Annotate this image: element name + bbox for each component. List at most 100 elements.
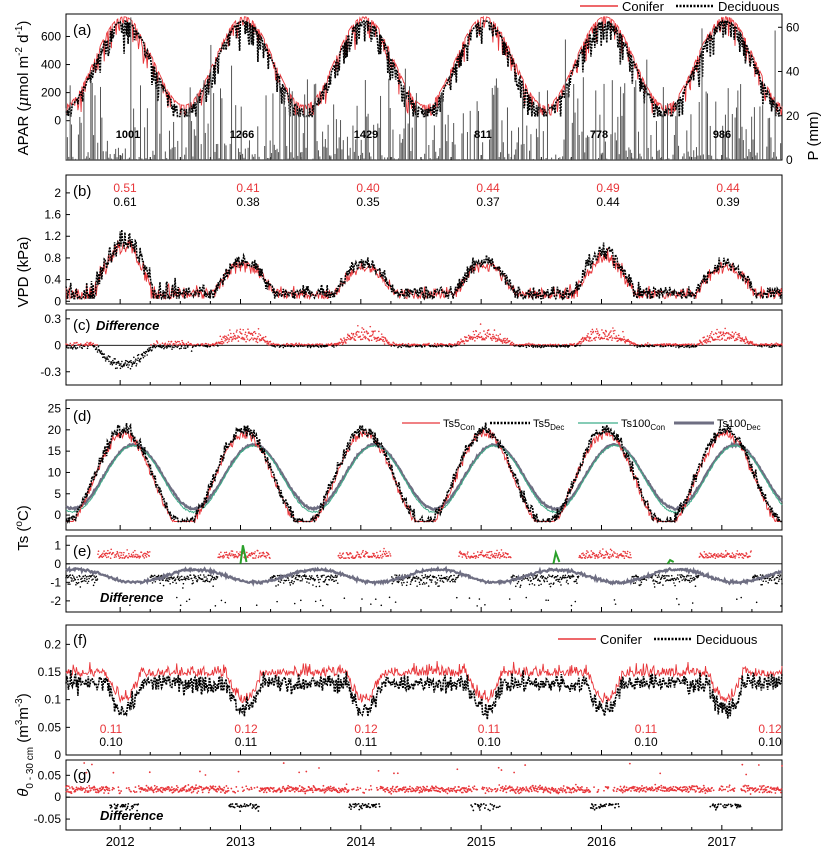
sm-diff-point — [621, 791, 624, 794]
ts-diff-point — [403, 581, 405, 584]
vpd-diff-point — [718, 331, 720, 333]
sm-diff-point — [722, 788, 725, 791]
ts-diff-point — [481, 550, 483, 552]
ts-diff-point — [291, 579, 293, 582]
sm-diff-point — [576, 789, 578, 792]
ts-diff-point — [96, 578, 99, 580]
ts-diff-point — [126, 549, 128, 551]
ts-diff-point — [485, 553, 487, 556]
sm-diff-point — [494, 787, 497, 790]
ts-diff-point — [174, 578, 177, 580]
vpd-diff-point — [244, 333, 246, 336]
ts-diff-point — [234, 553, 237, 556]
vpd-annual-mean-conifer-2014: 0.40 — [356, 181, 380, 195]
panel-g-frame — [65, 759, 783, 831]
sm-diff-point — [607, 786, 610, 789]
sm-diff-point — [714, 808, 717, 811]
ts-diff-point — [724, 554, 727, 556]
ts-diff-point — [428, 575, 431, 578]
ts-diff-point — [388, 551, 390, 553]
series-ts100-conifer — [65, 444, 783, 514]
ts-diff-point — [364, 553, 367, 555]
vpd-diff-point — [711, 337, 714, 339]
vpd-diff-point — [633, 344, 636, 347]
sm-diff-point — [308, 786, 310, 789]
ts-diff-point — [249, 554, 252, 557]
ts-diff-point — [645, 579, 648, 581]
ts-diff-point — [127, 556, 130, 559]
vpd-diff-point — [145, 350, 148, 353]
vpd-diff-point — [113, 361, 116, 364]
ts-diff-point — [468, 597, 471, 599]
vpd-diff-point — [207, 345, 209, 348]
vpd-diff-point — [94, 344, 96, 346]
sm-diff-point — [312, 791, 314, 794]
sm-diff-point — [735, 803, 738, 806]
sm-diff-point — [285, 789, 287, 791]
sm-diff-point — [557, 792, 560, 795]
ts-diff-point — [446, 580, 449, 582]
sm-diff-point — [199, 770, 201, 773]
ts-diff-point — [686, 574, 688, 577]
vpd-diff-point — [604, 335, 607, 337]
ts-diff-point — [168, 578, 171, 580]
legend-d-ts100con-label: Ts100Con — [621, 418, 665, 432]
sm-diff-point — [685, 790, 687, 793]
vpd-diff-point — [325, 343, 328, 346]
ts-diff-point — [693, 576, 695, 579]
vpd-diff-point — [100, 352, 102, 354]
sm-diff-point — [709, 805, 712, 808]
sm-diff-point — [223, 786, 226, 789]
vpd-diff-point — [616, 337, 619, 339]
ts-diff-point — [492, 554, 495, 557]
sm-diff-point — [541, 788, 544, 791]
ts-diff-point — [421, 583, 424, 585]
vpd-diff-point — [687, 345, 690, 347]
vpd-diff-point — [309, 346, 312, 349]
vpd-diff-point — [104, 357, 106, 359]
sm-diff-point — [339, 788, 342, 791]
vpd-diff-point — [139, 360, 141, 363]
vpd-diff-point — [333, 346, 335, 348]
ts-diff-point — [73, 577, 76, 580]
ts-diff-point — [717, 553, 719, 555]
ts-diff-point — [335, 576, 338, 579]
ts-diff-point — [657, 574, 660, 576]
ts-diff-point — [539, 576, 542, 578]
sm-diff-point — [367, 802, 370, 805]
vpd-diff-point — [497, 334, 500, 337]
sm-diff-point — [724, 788, 727, 791]
sm-diff-point — [758, 791, 761, 794]
ts-diff-point — [478, 598, 481, 600]
vpd-diff-point — [136, 359, 138, 362]
ts-diff-point — [677, 578, 680, 580]
sm-diff-point — [196, 792, 199, 794]
ts-diff-point — [632, 582, 635, 585]
vpd-diff-point — [371, 334, 374, 336]
ts-diff-point — [703, 550, 706, 553]
vpd-diff-point — [257, 335, 259, 338]
sm-diff-point — [245, 785, 248, 788]
sm-diff-point — [92, 788, 95, 791]
vpd-diff-point — [251, 334, 254, 336]
sm-diff-point — [384, 790, 387, 793]
sm-diff-point — [183, 788, 186, 791]
ts-diff-point — [138, 557, 141, 559]
sm-diff-point — [650, 788, 653, 791]
ts-diff-point — [187, 576, 190, 578]
sm-diff-point — [482, 803, 485, 805]
sm-diff-point — [554, 787, 557, 790]
vpd-diff-point — [93, 345, 96, 348]
sm-diff-point — [420, 788, 423, 790]
vpd-diff-point — [454, 343, 456, 345]
sm-diff-point — [773, 787, 776, 790]
vpd-diff-point — [723, 339, 726, 341]
ts-diff-point — [765, 580, 767, 583]
sm-diff-point — [482, 788, 485, 791]
ts-diff-point — [764, 577, 767, 580]
sm-diff-point — [187, 784, 190, 786]
vpd-diff-point — [137, 353, 140, 356]
ts-diff-point — [601, 553, 604, 556]
sm-diff-point — [703, 789, 706, 792]
vpd-diff-point — [128, 364, 130, 366]
